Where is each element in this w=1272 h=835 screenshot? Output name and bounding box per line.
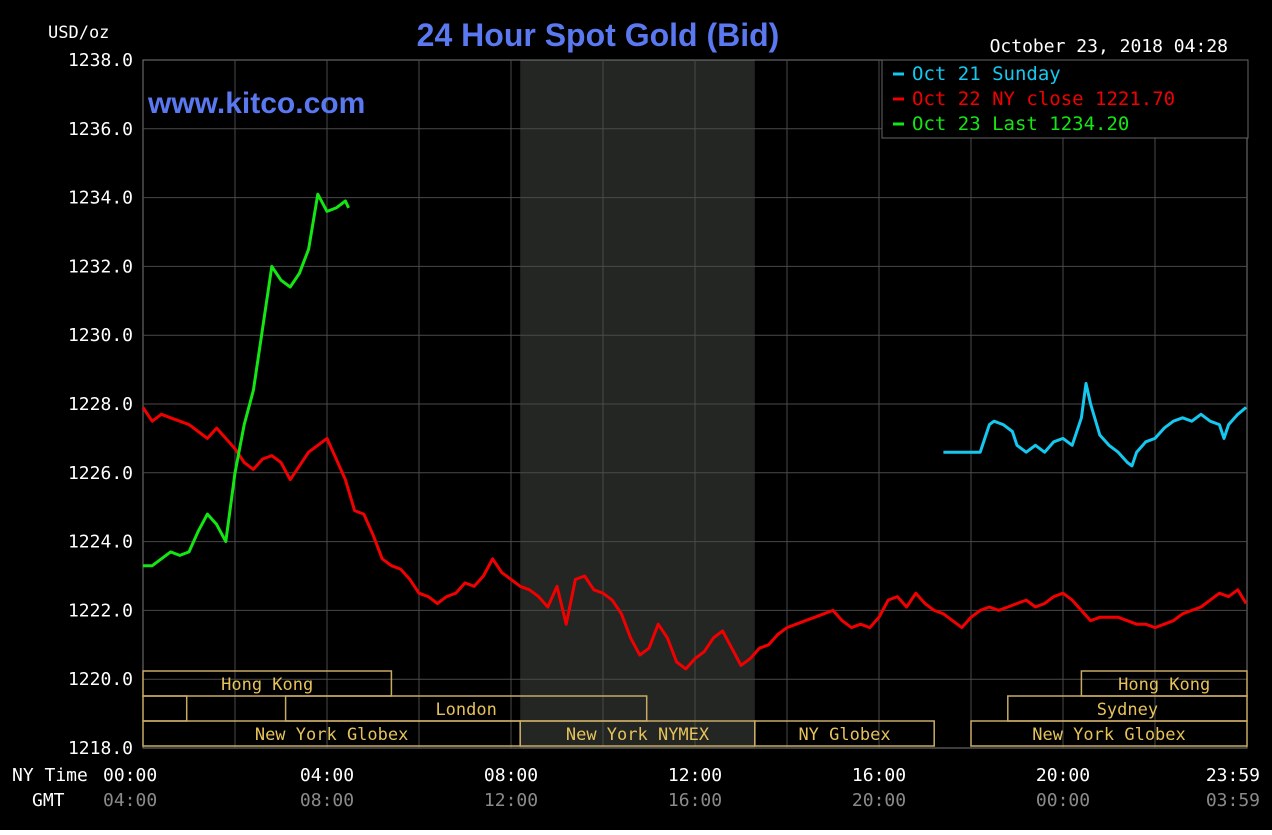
legend-box [881, 59, 1249, 139]
legend: Oct 21 Sunday Oct 22 NY close 1221.70 Oct … [893, 63, 1175, 135]
session-box [142, 670, 393, 697]
y-tick-label: 1230.0 [68, 325, 133, 346]
chart-title: 24 Hour Spot Gold (Bid) [417, 17, 780, 53]
y-tick-label: 1228.0 [68, 394, 133, 415]
gridlines [142, 59, 1248, 749]
x-axis: NY Time GMT 00:00 04:00 04:00 08:00 08:00 12:00… [12, 765, 1260, 811]
price-lines [141, 192, 1248, 671]
x-tick-label-ny: 04:00 [300, 765, 354, 786]
x-tick-label-ny: 20:00 [1036, 765, 1090, 786]
y-tick-label: 1226.0 [68, 463, 133, 484]
x-tick-label-gmt: 16:00 [668, 790, 722, 811]
website-label: www.kitco.com [147, 87, 365, 120]
session-label: New York Globex [255, 725, 409, 745]
series-line [143, 192, 350, 568]
legend-label: Oct 22 NY close 1221.70 [912, 88, 1175, 110]
x-row-label: NY Time [12, 765, 88, 786]
y-tick-label: 1224.0 [68, 532, 133, 553]
y-tick-label: 1220.0 [68, 669, 133, 690]
series-line [943, 381, 1248, 468]
legend-label: Oct 23 Last 1234.20 [912, 113, 1129, 135]
x-tick-label-ny: 00:00 [103, 765, 157, 786]
x-row-label: GMT [32, 790, 65, 811]
session-label: NY Globex [798, 725, 890, 745]
session-label: Hong Kong [1118, 675, 1210, 695]
session-box [754, 720, 935, 747]
session-label: New York NYMEX [566, 725, 710, 745]
session-label: New York Globex [1032, 725, 1186, 745]
session-label: London [435, 700, 496, 720]
timestamp: October 23, 2018 04:28 [990, 36, 1228, 57]
legend-label: Oct 21 Sunday [912, 63, 1061, 85]
session-box [970, 720, 1248, 747]
x-tick-label-gmt: 12:00 [484, 790, 538, 811]
y-tick-label: 1238.0 [68, 50, 133, 71]
y-tick-label: 1232.0 [68, 256, 133, 277]
x-tick-label-gmt: 08:00 [300, 790, 354, 811]
x-tick-label-ny: 12:00 [668, 765, 722, 786]
x-tick-label-ny: 23:59 [1206, 765, 1260, 786]
y-tick-label: 1234.0 [68, 188, 133, 209]
session-label: Hong Kong [221, 675, 313, 695]
series-line [141, 406, 1248, 671]
market-sessions: Hong Kong London New York Globex New York N… [142, 670, 1248, 747]
x-tick-label-gmt: 03:59 [1206, 790, 1260, 811]
x-tick-label-gmt: 04:00 [103, 790, 157, 811]
y-tick-label: 1236.0 [68, 119, 133, 140]
y-tick-label: 1218.0 [68, 738, 133, 759]
x-tick-label-gmt: 20:00 [852, 790, 906, 811]
y-axis-label: USD/oz [48, 23, 109, 43]
x-tick-label-ny: 08:00 [484, 765, 538, 786]
y-axis: 1238.0 1236.0 1234.0 1232.0 1230.0 1228.0 1226… [68, 50, 133, 759]
x-tick-label-gmt: 00:00 [1036, 790, 1090, 811]
session-label: Sydney [1097, 700, 1158, 720]
y-tick-label: 1222.0 [68, 600, 133, 621]
x-tick-label-ny: 16:00 [852, 765, 906, 786]
